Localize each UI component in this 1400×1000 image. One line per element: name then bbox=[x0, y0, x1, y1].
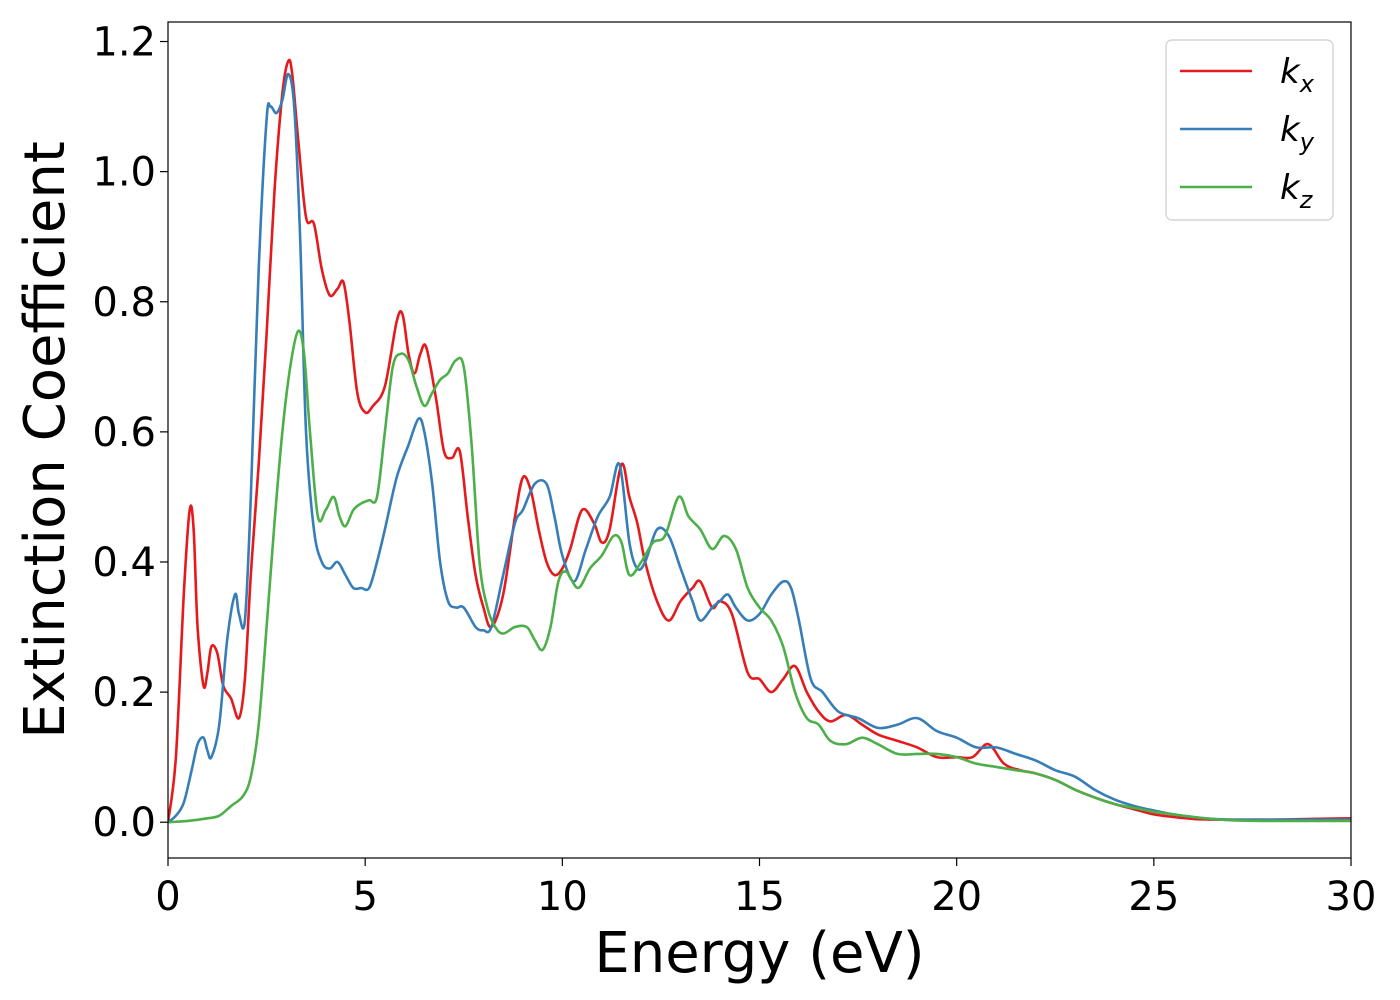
x-tick-label: 30 bbox=[1326, 874, 1377, 920]
x-tick-label: 15 bbox=[734, 874, 785, 920]
x-tick-label: 25 bbox=[1128, 874, 1179, 920]
y-tick-label: 0.2 bbox=[92, 670, 156, 716]
x-tick-label: 10 bbox=[537, 874, 588, 920]
y-tick-label: 0.8 bbox=[92, 280, 156, 326]
legend-label-subscript: y bbox=[1299, 128, 1315, 156]
y-tick-label: 0.4 bbox=[92, 540, 156, 586]
series-line-k-y bbox=[168, 72, 1351, 824]
y-tick-label: 1.0 bbox=[92, 150, 156, 196]
legend-label-k-x: kx bbox=[1280, 52, 1315, 98]
series-layer bbox=[168, 58, 1351, 824]
y-tick-label: 0.6 bbox=[92, 410, 156, 456]
legend-label-subscript: x bbox=[1299, 70, 1315, 98]
legend-label-main: k bbox=[1280, 52, 1301, 92]
legend-label-subscript: z bbox=[1299, 186, 1314, 214]
legend-label-k-y: ky bbox=[1280, 110, 1315, 156]
y-tick-label: 1.2 bbox=[92, 20, 156, 66]
x-tick-label: 5 bbox=[352, 874, 377, 920]
y-tick-label: 0.0 bbox=[92, 800, 156, 846]
legend-label-main: k bbox=[1280, 110, 1301, 150]
x-axis-label: Energy (eV) bbox=[594, 921, 924, 986]
legend-label-k-z: kz bbox=[1280, 168, 1314, 214]
y-axis-ticks: 0.0 0.2 0.4 0.6 0.8 1.0 1.2 bbox=[92, 20, 168, 846]
legend-label-main: k bbox=[1280, 168, 1301, 208]
y-axis-label: Extinction Coefficient bbox=[13, 141, 78, 739]
x-tick-label: 0 bbox=[155, 874, 180, 920]
x-tick-label: 20 bbox=[931, 874, 982, 920]
x-axis-ticks: 0 5 10 15 20 25 30 bbox=[155, 858, 1376, 920]
series-line-k-z bbox=[168, 329, 1351, 824]
